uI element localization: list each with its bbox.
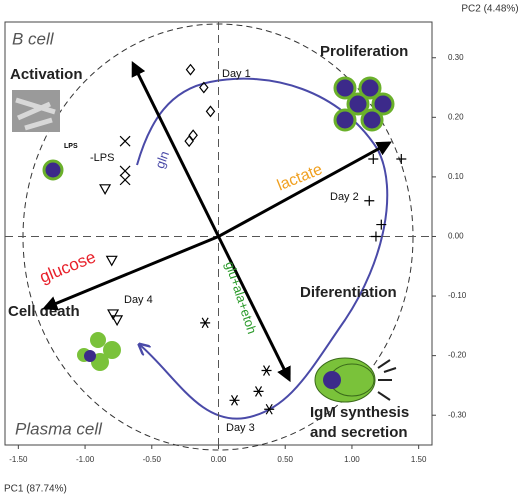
activation-image-detail [15, 97, 56, 131]
data-point [368, 154, 379, 165]
x-tick-label: -1.50 [9, 455, 28, 464]
annotation: B cell [12, 29, 55, 48]
x-tick-label: 0.00 [211, 455, 227, 464]
loading-arrow [42, 235, 220, 311]
loading-label: glu+ala+etoh [222, 260, 260, 336]
cell-death-icon [77, 332, 121, 371]
loading-label: glucose [37, 247, 98, 287]
data-point [185, 63, 196, 76]
y-tick-label: -0.30 [448, 410, 467, 419]
annotation: Diferentiation [300, 284, 397, 301]
y-tick-label: -0.20 [448, 351, 467, 360]
data-point [200, 317, 211, 329]
loading-label: lactate [275, 161, 325, 194]
data-point [229, 395, 240, 406]
annotation: Cell death [8, 303, 80, 320]
data-point [370, 231, 381, 242]
data-point [111, 315, 124, 327]
data-point [107, 309, 120, 321]
annotation: IgM synthesis [310, 404, 409, 421]
x-tick-label: 0.50 [277, 455, 293, 464]
data-point [264, 403, 275, 415]
annotation: LPS [64, 143, 78, 150]
data-point [376, 219, 387, 230]
data-point [105, 255, 118, 267]
y-tick-label: 0.30 [448, 53, 464, 62]
x-tick-label: 1.00 [344, 455, 360, 464]
data-point [119, 135, 131, 147]
data-point [261, 365, 272, 376]
data-point [253, 386, 264, 397]
y-tick-label: 0.10 [448, 172, 464, 181]
series-label: Day 4 [124, 294, 153, 306]
loading-arrow [131, 61, 220, 238]
y-tick-label: 0.00 [448, 232, 464, 241]
data-point [119, 165, 131, 177]
loading-arrow [217, 235, 291, 383]
series-label: Day 3 [226, 422, 255, 434]
data-point [188, 129, 198, 142]
proliferation-icon [333, 76, 395, 132]
data-point [119, 174, 131, 186]
data-point [184, 135, 194, 148]
data-point [396, 154, 407, 165]
x-tick-label: -1.00 [76, 455, 95, 464]
y-tick-label: -0.10 [448, 291, 467, 300]
loading-arrow [217, 141, 392, 238]
trajectory [136, 77, 389, 420]
annotation: Proliferation [320, 43, 408, 60]
b-cell-icon [42, 159, 64, 181]
data-point [364, 195, 375, 206]
data-point [205, 105, 216, 118]
loading-label: gln [152, 149, 172, 170]
x-tick-label: 1.50 [411, 455, 427, 464]
x-tick-label: -0.50 [143, 455, 162, 464]
y-axis-title: PC2 (4.48%) [461, 4, 518, 15]
annotation: and secretion [310, 424, 408, 441]
series-label: -LPS [90, 152, 114, 164]
annotation: Plasma cell [15, 419, 103, 438]
y-tick-label: 0.20 [448, 112, 464, 121]
series-label: Day 2 [330, 191, 359, 203]
x-axis-title: PC1 (87.74%) [4, 484, 67, 495]
data-point [99, 184, 112, 196]
annotation: Activation [10, 66, 83, 83]
series-label: Day 1 [222, 68, 251, 80]
data-point [199, 81, 209, 94]
plasma-cell-icon [314, 357, 397, 403]
